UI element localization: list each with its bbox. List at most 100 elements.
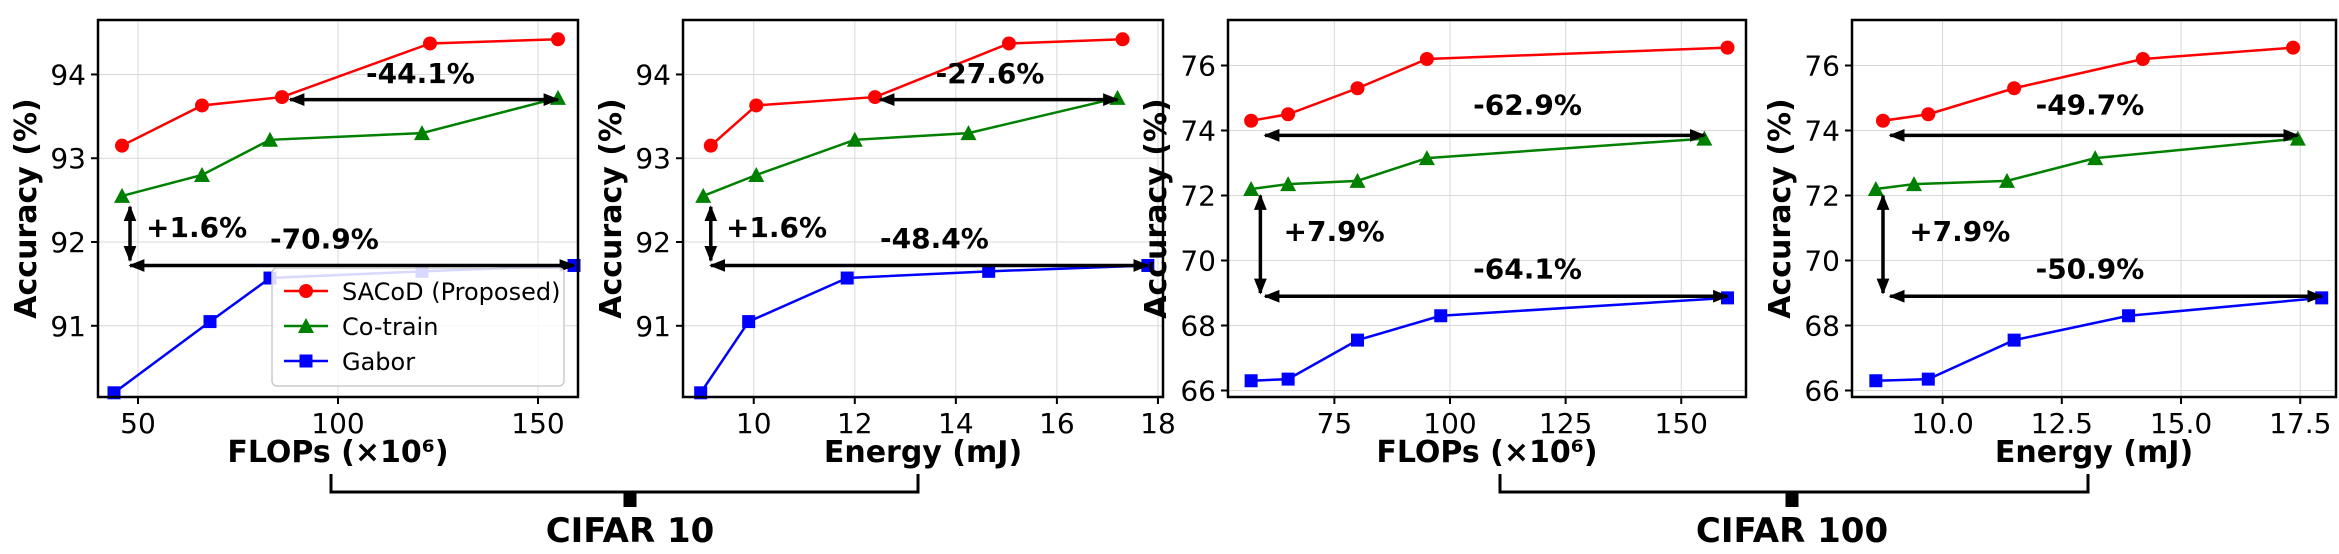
data-point-sacod-proposed (2286, 40, 2301, 55)
group-label: CIFAR 10 (546, 511, 715, 551)
data-point-sacod-proposed (1244, 113, 1259, 128)
series-sacod-proposed (115, 32, 565, 153)
annotation: -62.9% (1263, 88, 1706, 142)
data-point-sacod-proposed (2007, 81, 2022, 96)
data-point-sacod-proposed (1419, 52, 1434, 66)
data-point-co-train (1418, 150, 1435, 166)
data-point-sacod-proposed (749, 98, 764, 113)
annotation: -44.1% (288, 57, 560, 106)
plot-frame (1850, 18, 2338, 399)
legend: SACoD (Proposed) Co-train Gabor (271, 267, 565, 387)
x-tick-label: 14 (938, 407, 974, 440)
annotation-label: +7.9% (1284, 215, 1385, 248)
annotation: +7.9% (1253, 193, 1385, 295)
y-tick-label: 92 (50, 226, 86, 259)
x-tick-label: 100 (1423, 407, 1476, 440)
series-co-train (1867, 130, 2306, 196)
y-tick-label: 70 (1180, 245, 1216, 278)
annotation-label: -70.9% (270, 223, 379, 256)
data-point-co-train (550, 89, 566, 105)
y-tick-label: 68 (1180, 310, 1216, 343)
x-tick-label: 75 (1317, 407, 1353, 440)
series-line-co-train (1875, 137, 2298, 191)
y-axis-label: Accuracy (%) (9, 98, 44, 318)
data-point-co-train (1280, 176, 1297, 192)
series-sacod-proposed (703, 32, 1130, 153)
data-point-gabor (1869, 374, 1883, 388)
dataset-groups: CIFAR 10 CIFAR 100 (329, 474, 2090, 551)
group-cifar-100: CIFAR 100 (1498, 474, 2090, 551)
legend-label: Co-train (342, 313, 438, 341)
y-axis-label: Accuracy (%) (594, 98, 629, 318)
x-axis-label: FLOPs (×10⁶) (227, 435, 448, 470)
series-sacod-proposed (1244, 40, 1735, 128)
data-point-co-train (960, 125, 977, 141)
y-axis-label: Accuracy (%) (1763, 98, 1798, 318)
data-point-gabor (1244, 374, 1258, 388)
panels: -44.1% +1.6% -70.9% 50 100 150 91 92 93 94 FLOPs (… (9, 18, 2338, 470)
data-point-sacod-proposed (115, 138, 129, 153)
group-bracket-tip (625, 492, 635, 507)
series-gabor (694, 258, 1155, 400)
x-tick-label: 125 (1539, 407, 1592, 440)
legend-entry-co-train: Co-train (284, 313, 438, 341)
x-tick-label: 150 (511, 407, 564, 440)
data-point-sacod-proposed (1921, 107, 1936, 122)
data-point-gabor (203, 315, 217, 329)
y-tick-label: 94 (635, 58, 671, 91)
annotation-label: -27.6% (936, 57, 1045, 90)
annotation: +7.9% (1876, 193, 2010, 295)
data-point-gabor (742, 315, 756, 329)
y-tick-label: 93 (635, 142, 671, 175)
data-point-gabor (1921, 372, 1935, 386)
x-axis-label: Energy (mJ) (824, 435, 1022, 470)
series-line-co-train (702, 96, 1118, 198)
y-tick-label: 74 (1804, 115, 1840, 148)
x-tick-label: 50 (120, 407, 156, 440)
annotation-label: -62.9% (1473, 88, 1582, 121)
data-point-co-train (194, 166, 210, 182)
x-tick-label: 10 (736, 407, 772, 440)
chart-panel-2: -27.6% +1.6% -48.4% 10 12 14 16 18 91 92 93 94 Energ… (594, 18, 1176, 470)
chart-panel-1: -44.1% +1.6% -70.9% 50 100 150 91 92 93 94 FLOPs (… (9, 18, 581, 470)
x-tick-label: 150 (1655, 407, 1708, 440)
series-line-gabor (699, 264, 1148, 394)
x-tick-label: 10.0 (1911, 407, 1973, 440)
series-sacod-proposed (1875, 40, 2301, 128)
annotation: +1.6% (704, 205, 827, 263)
data-point-co-train (114, 187, 130, 203)
plot-frame (1226, 18, 1748, 399)
data-point-sacod-proposed (423, 36, 437, 51)
y-tick-label: 76 (1180, 50, 1216, 83)
annotation: -50.9% (1888, 252, 2324, 303)
data-point-sacod-proposed (1281, 107, 1296, 122)
group-bracket (329, 474, 920, 507)
y-axis-label: Accuracy (%) (1139, 98, 1174, 318)
chart-panel-3: -62.9% +7.9% -64.1% 75 100 125 150 66 68 70 72 74 76… (1139, 18, 1748, 470)
data-point-co-train (1905, 176, 1922, 192)
data-point-co-train (414, 125, 430, 141)
x-tick-label: 18 (1140, 407, 1176, 440)
legend-label: SACoD (Proposed) (342, 278, 560, 306)
x-tick-label: 17.5 (2269, 407, 2331, 440)
annotation: -70.9% (128, 223, 576, 272)
data-point-co-train (695, 187, 712, 203)
data-point-gabor (1434, 309, 1448, 323)
y-tick-label: 92 (635, 226, 671, 259)
data-point-gabor (1351, 333, 1364, 347)
y-tick-label: 68 (1804, 310, 1840, 343)
group-bracket-tip (1787, 492, 1797, 507)
annotation-label: +1.6% (146, 211, 247, 244)
chart-panel-4: -49.7% +7.9% -50.9% 10.0 12.5 15.0 17.5 66 68 70 7… (1763, 18, 2338, 470)
x-axis-label: FLOPs (×10⁶) (1376, 435, 1597, 470)
y-tick-label: 91 (635, 310, 671, 343)
series-co-train (114, 89, 566, 203)
data-point-co-train (2087, 150, 2104, 166)
data-point-gabor (840, 271, 854, 285)
data-point-co-train (1867, 181, 1884, 196)
annotation-label: -50.9% (2036, 252, 2145, 285)
y-tick-label: 76 (1804, 50, 1840, 83)
y-tick-label: 66 (1804, 375, 1840, 408)
data-point-co-train (748, 166, 765, 182)
